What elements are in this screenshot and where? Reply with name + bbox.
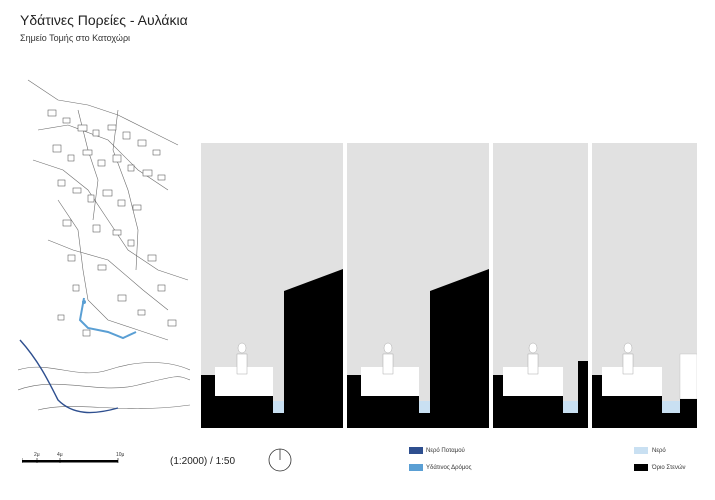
scale-tick-label: 2μ xyxy=(34,452,40,458)
scale-tick-label: 10μ xyxy=(116,452,125,458)
section-panel-4 xyxy=(592,143,697,428)
page-title: Υδάτινες Πορείες - Αυλάκια xyxy=(20,12,188,28)
section-panel-1 xyxy=(201,143,343,428)
legend-swatch-water xyxy=(634,447,648,454)
section-panel-2 xyxy=(347,143,489,428)
legend-swatch-water-road xyxy=(409,464,423,471)
legend-swatch-river-water xyxy=(409,447,423,454)
north-arrow-icon xyxy=(268,448,292,472)
legend-label-river-water: Νερό Ποταμού xyxy=(426,448,465,454)
scale-bar xyxy=(22,458,119,463)
scale-tick-label: 4μ xyxy=(57,452,63,458)
section-panel-3 xyxy=(493,143,588,428)
site-plan-map xyxy=(18,79,190,414)
page-subtitle: Σημείο Τομής στο Κατοχώρι xyxy=(20,33,131,43)
legend-swatch-alley-boundary xyxy=(634,464,648,471)
scale-ratio: (1:2000) / 1:50 xyxy=(170,456,236,467)
legend-label-water: Νερό xyxy=(652,448,666,454)
water-road-line xyxy=(78,297,137,340)
legend-label-water-road: Υδάτινος Δρόμος xyxy=(426,465,472,471)
river-line xyxy=(19,339,119,414)
legend-label-alley-boundary: Όριο Στενών xyxy=(652,465,686,471)
